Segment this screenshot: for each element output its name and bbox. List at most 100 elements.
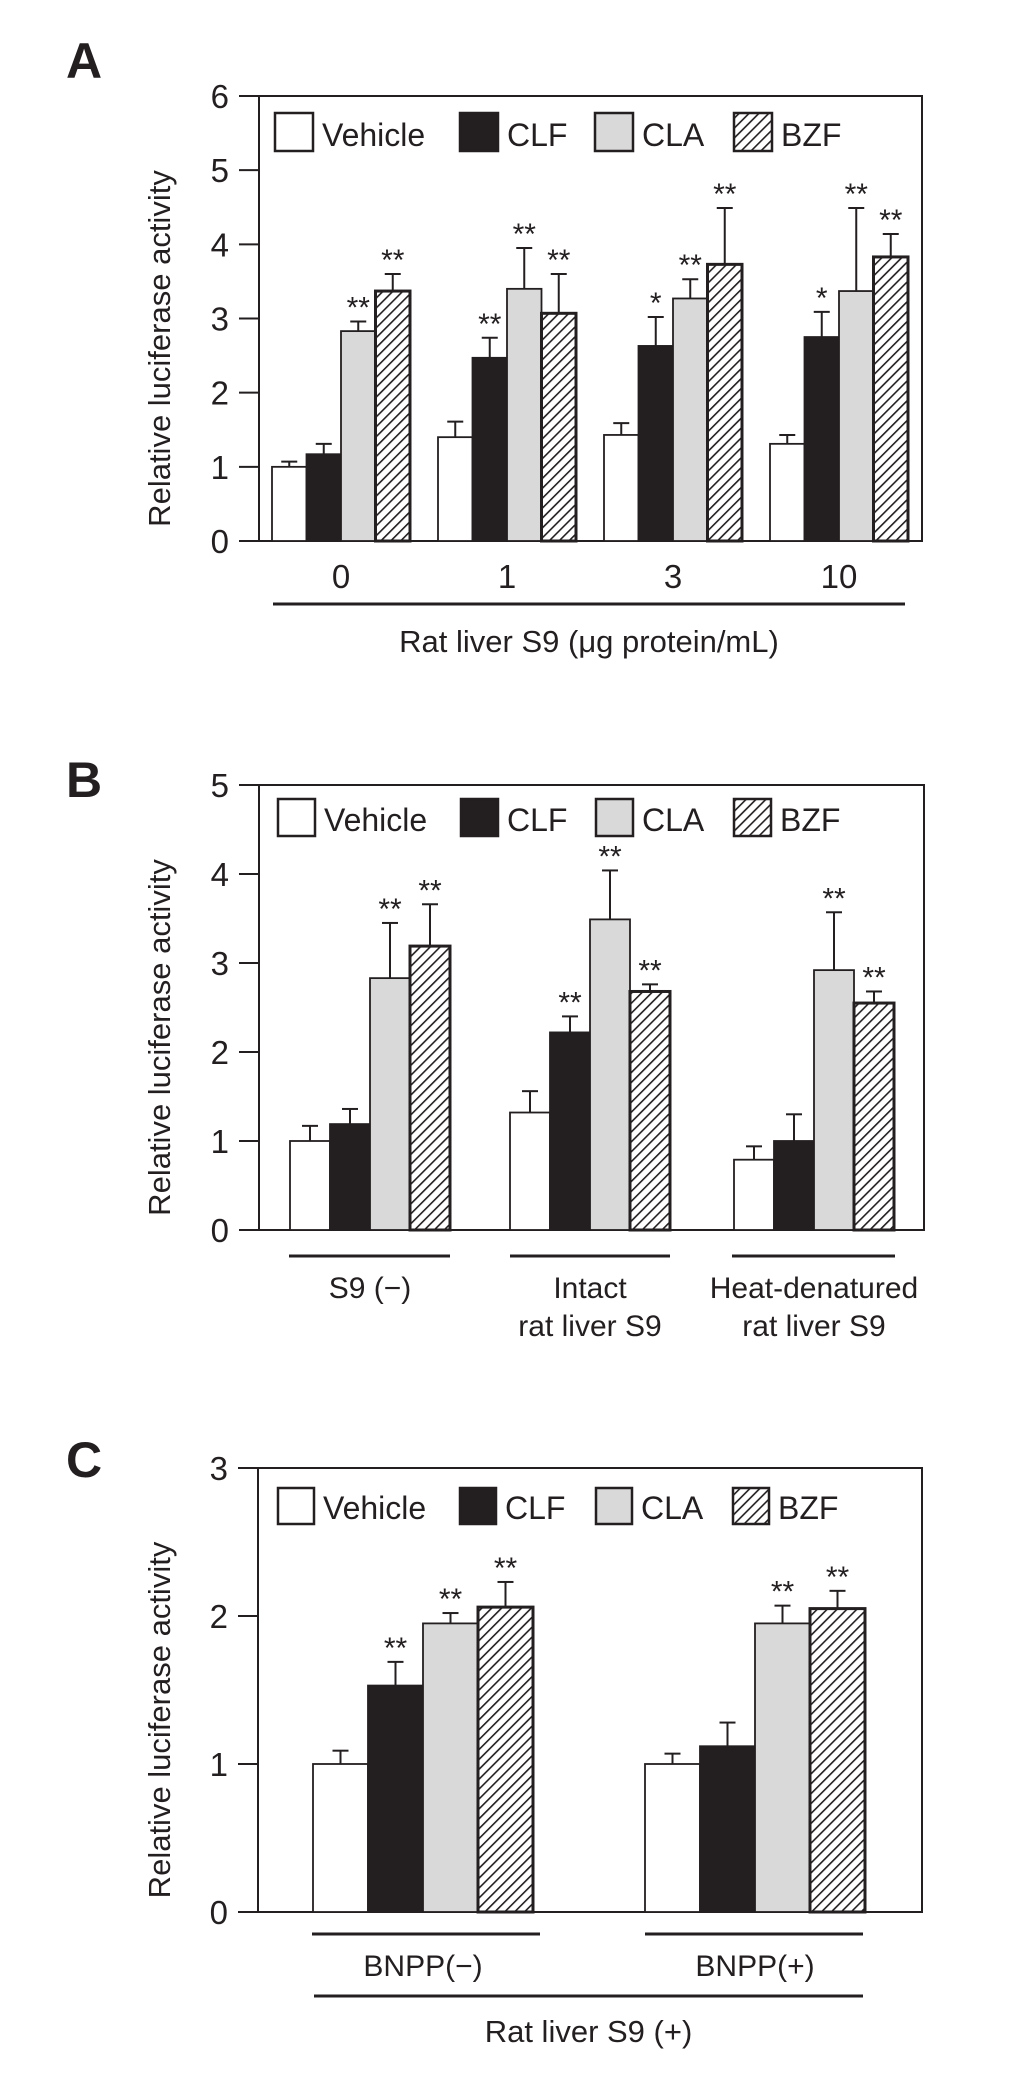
significance-mark: **	[547, 244, 571, 277]
bar-vehicle	[603, 434, 640, 542]
plot-frame	[257, 1467, 923, 1913]
bar-cla	[672, 297, 709, 542]
bar-vehicle	[289, 1140, 331, 1231]
y-tick-label: 0	[211, 523, 229, 560]
bar-cla	[838, 290, 875, 542]
legend-label-cla: CLA	[642, 802, 705, 838]
legend-label-clf: CLF	[505, 1490, 565, 1526]
legend-swatch-clf	[458, 111, 500, 153]
bar-vehicle	[312, 1763, 369, 1913]
y-tick-label: 6	[211, 78, 229, 115]
bar-vehicle	[733, 1158, 775, 1231]
bar-cla	[422, 1622, 479, 1913]
bar-bzf	[628, 989, 672, 1232]
category-label: Heat-denatured	[710, 1272, 918, 1305]
legend-swatch-bzf	[732, 797, 773, 838]
bar-bzf	[374, 289, 412, 543]
legend-swatch-cla	[594, 797, 635, 838]
x-axis-title: Rat liver S9 (+)	[485, 2014, 693, 2049]
category-label: 10	[821, 558, 858, 595]
y-tick-label: 3	[211, 945, 229, 982]
significance-mark: **	[826, 1561, 850, 1594]
y-tick-label: 3	[210, 1450, 228, 1487]
y-tick-label: 4	[211, 226, 229, 263]
category-label: 0	[332, 558, 350, 595]
panel-letter: A	[66, 33, 102, 89]
bar-cla	[813, 969, 855, 1231]
bar-clf	[803, 336, 840, 542]
y-tick-label: 1	[211, 449, 229, 486]
significance-mark: **	[439, 1583, 463, 1616]
legend-label-vehicle: Vehicle	[324, 802, 427, 838]
category-label: rat liver S9	[518, 1310, 661, 1343]
significance-mark: **	[418, 874, 442, 907]
category-label: BNPP(+)	[695, 1950, 814, 1983]
bar-cla	[589, 918, 631, 1231]
bar-clf	[471, 356, 508, 542]
legend-swatch-clf	[459, 797, 500, 838]
panel-b: B 0 1 2 3 4 5 Relative luciferase activity Vehic…	[66, 752, 925, 1343]
y-tick-label: 5	[211, 767, 229, 804]
bar-cla	[754, 1622, 811, 1913]
y-tick-label: 4	[211, 856, 229, 893]
panel-letter: C	[66, 1432, 102, 1488]
bar-clf	[773, 1140, 815, 1231]
bar-clf	[367, 1684, 424, 1913]
category-label: 3	[664, 558, 682, 595]
panel-letter: B	[66, 752, 102, 808]
y-tick-label: 1	[210, 1746, 228, 1783]
significance-mark: **	[771, 1576, 795, 1609]
bar-vehicle	[271, 465, 308, 542]
category-label: rat liver S9	[742, 1310, 885, 1343]
bar-vehicle	[437, 436, 474, 542]
y-axis-title: Relative luciferase activity	[142, 1541, 177, 1898]
category-label: Intact	[553, 1272, 627, 1305]
y-tick-label: 1	[211, 1123, 229, 1160]
significance-mark: **	[879, 204, 903, 237]
legend-swatch-vehicle	[276, 797, 317, 838]
y-tick-label: 2	[210, 1598, 228, 1635]
significance-mark: **	[822, 882, 846, 915]
bar-clf	[305, 453, 342, 542]
x-axis-title: Rat liver S9 (μg protein/mL)	[399, 624, 779, 659]
legend-label-cla: CLA	[642, 117, 705, 153]
legend-swatch-clf	[458, 1486, 498, 1526]
significance-mark: **	[679, 249, 703, 282]
bar-bzf	[852, 1001, 896, 1232]
legend-swatch-cla	[593, 111, 635, 153]
legend-label-bzf: BZF	[780, 802, 840, 838]
bar-bzf	[408, 944, 452, 1232]
bar-vehicle	[644, 1763, 701, 1913]
significance-mark: **	[478, 308, 502, 341]
bar-cla	[369, 977, 411, 1231]
y-axis-title: Relative luciferase activity	[142, 170, 177, 527]
legend-swatch-bzf	[731, 1486, 771, 1526]
y-tick-label: 0	[210, 1894, 228, 1931]
y-axis-title: Relative luciferase activity	[142, 859, 177, 1216]
bar-bzf	[706, 262, 744, 543]
significance-mark: *	[816, 282, 828, 315]
bar-bzf	[872, 255, 910, 543]
legend-swatch-cla	[594, 1486, 634, 1526]
significance-mark: **	[347, 291, 371, 324]
category-label: S9 (−)	[329, 1272, 412, 1305]
y-tick-label: 2	[211, 1034, 229, 1071]
y-tick-label: 5	[211, 152, 229, 189]
significance-mark: **	[638, 954, 662, 987]
bar-clf	[329, 1123, 371, 1231]
category-label: 1	[498, 558, 516, 595]
bar-clf	[549, 1031, 591, 1231]
bar-bzf	[540, 311, 578, 543]
legend-swatch-vehicle	[276, 1486, 316, 1526]
panel-c: C 0 1 2 3 Relative luciferase activity Vehicle…	[66, 1432, 923, 2049]
category-label: BNPP(−)	[363, 1950, 482, 1983]
bar-bzf	[808, 1607, 867, 1914]
bar-bzf	[476, 1605, 535, 1914]
legend-label-clf: CLF	[507, 117, 567, 153]
bar-cla	[506, 287, 543, 542]
legend-swatch-vehicle	[273, 111, 315, 153]
bar-vehicle	[509, 1111, 551, 1231]
significance-mark: **	[378, 893, 402, 926]
significance-mark: **	[862, 961, 886, 994]
